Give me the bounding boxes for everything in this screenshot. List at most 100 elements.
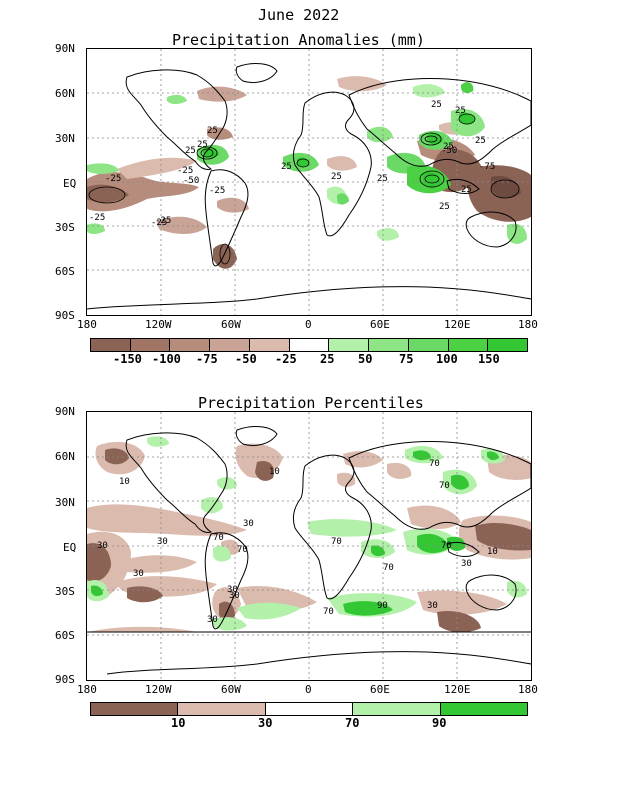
wet-region [507, 580, 527, 598]
wet-region [417, 533, 449, 554]
maritime-continent-coast [446, 541, 480, 557]
lat-label: EQ [63, 541, 77, 554]
lon-label: 60E [370, 683, 390, 696]
contour-label: 30 [243, 519, 254, 529]
coastlines [87, 426, 531, 675]
contour-label: 25 [475, 136, 486, 146]
colorbar-swatch [178, 703, 266, 715]
contour-label: 90 [377, 601, 388, 611]
lon-label: 0 [305, 683, 312, 696]
north-america-coast [125, 432, 228, 533]
wet-region [447, 536, 466, 551]
contour-label: -75 [479, 162, 495, 172]
lat-label: 60S [55, 265, 75, 278]
contour-label: -25 [209, 186, 225, 196]
antarctica-coast [87, 286, 531, 310]
asia-coast [348, 78, 531, 167]
wet-region [211, 617, 247, 631]
colorbar-label: 25 [320, 352, 335, 366]
coastlines [87, 63, 531, 310]
dry-region [343, 451, 383, 468]
wet-region [201, 497, 223, 514]
colorbar-swatch [448, 339, 489, 351]
dry-region [105, 448, 129, 465]
colorbar-swatch [488, 339, 528, 351]
colorbar-swatch [353, 703, 441, 715]
dry-region [157, 216, 207, 234]
contour-label: 25 [443, 142, 454, 152]
percentile-map-canvas: 10 10 30 30 30 70 70 30 70 70 70 70 70 1… [87, 412, 531, 680]
wet-region [213, 545, 231, 562]
contour-label: 30 [229, 591, 240, 601]
colorbar-label: -25 [275, 352, 297, 366]
contour-label: 70 [383, 563, 394, 573]
lon-label: 180 [518, 683, 538, 696]
contour-label: -50 [183, 176, 199, 186]
contour-label: -25 [89, 213, 105, 223]
contour-label: 70 [441, 541, 452, 551]
dry-region [255, 460, 275, 481]
colorbar-label: 150 [478, 352, 500, 366]
wet-region [371, 545, 385, 557]
lon-label: 0 [305, 318, 312, 331]
greenland-coast [235, 426, 278, 447]
figure-title: June 2022 [258, 6, 340, 24]
contour-label: 10 [119, 477, 130, 487]
lon-label: 120E [444, 683, 471, 696]
colorbar-swatch [91, 339, 131, 351]
dry-region [327, 156, 357, 171]
percentile-map: 10 10 30 30 30 70 70 30 70 70 70 70 70 1… [86, 411, 532, 681]
lat-label: 60N [55, 450, 75, 463]
colorbar-swatch [369, 339, 409, 351]
wet-region [307, 519, 397, 537]
europe-africa-coast [292, 91, 372, 237]
dry-region [417, 590, 507, 615]
contour-label: -25 [151, 218, 167, 228]
anomaly-colorbar [90, 338, 528, 352]
colorbar-label: 90 [432, 716, 447, 730]
wet-region [167, 94, 187, 104]
dry-region [213, 244, 237, 269]
colorbar-label: 70 [345, 716, 360, 730]
lon-label: 180 [77, 318, 97, 331]
wet-region [203, 147, 219, 158]
wet-region [377, 228, 399, 241]
dry-region [437, 610, 481, 633]
colorbar-label: -50 [235, 352, 257, 366]
lat-label: 90N [55, 405, 75, 418]
wet-region [413, 450, 431, 461]
contour-label: 25 [431, 100, 442, 110]
australia-coast [465, 211, 517, 248]
lon-label: 60W [221, 318, 241, 331]
contour-label-group: 25 25 25 -25 -25 -50 -25 -25 25 25 25 25… [89, 100, 495, 228]
colorbar-swatch [170, 339, 211, 351]
north-america-coast [125, 69, 228, 170]
australia-coast [465, 574, 517, 611]
contour-label: 25 [439, 202, 450, 212]
lat-label: 30N [55, 132, 75, 145]
lon-label: 120W [145, 683, 172, 696]
contour-label: 25 [331, 172, 342, 182]
anomaly-map: 25 25 25 -25 -25 -50 -25 -25 25 25 25 25… [86, 48, 532, 316]
lat-label: 30S [55, 585, 75, 598]
dry-region [387, 462, 412, 479]
dry-region [217, 197, 249, 213]
south-america-coast [204, 169, 249, 267]
wet-region [343, 601, 393, 616]
colorbar-swatch [91, 703, 179, 715]
wet-shading [87, 82, 527, 244]
south-america-coast [204, 532, 249, 630]
wet-region [413, 84, 445, 98]
dry-region [87, 504, 247, 536]
lon-label: 60W [221, 683, 241, 696]
wet-region [91, 585, 103, 597]
contour-label: 70 [213, 533, 224, 543]
maritime-continent-coast [446, 178, 480, 194]
colorbar-label: -75 [196, 352, 218, 366]
lon-label: 180 [77, 683, 97, 696]
colorbar-label: 75 [399, 352, 414, 366]
contour-label: 30 [461, 559, 472, 569]
contour-label: -25 [155, 216, 171, 226]
dry-region [197, 86, 247, 102]
colorbar-label: 100 [436, 352, 458, 366]
